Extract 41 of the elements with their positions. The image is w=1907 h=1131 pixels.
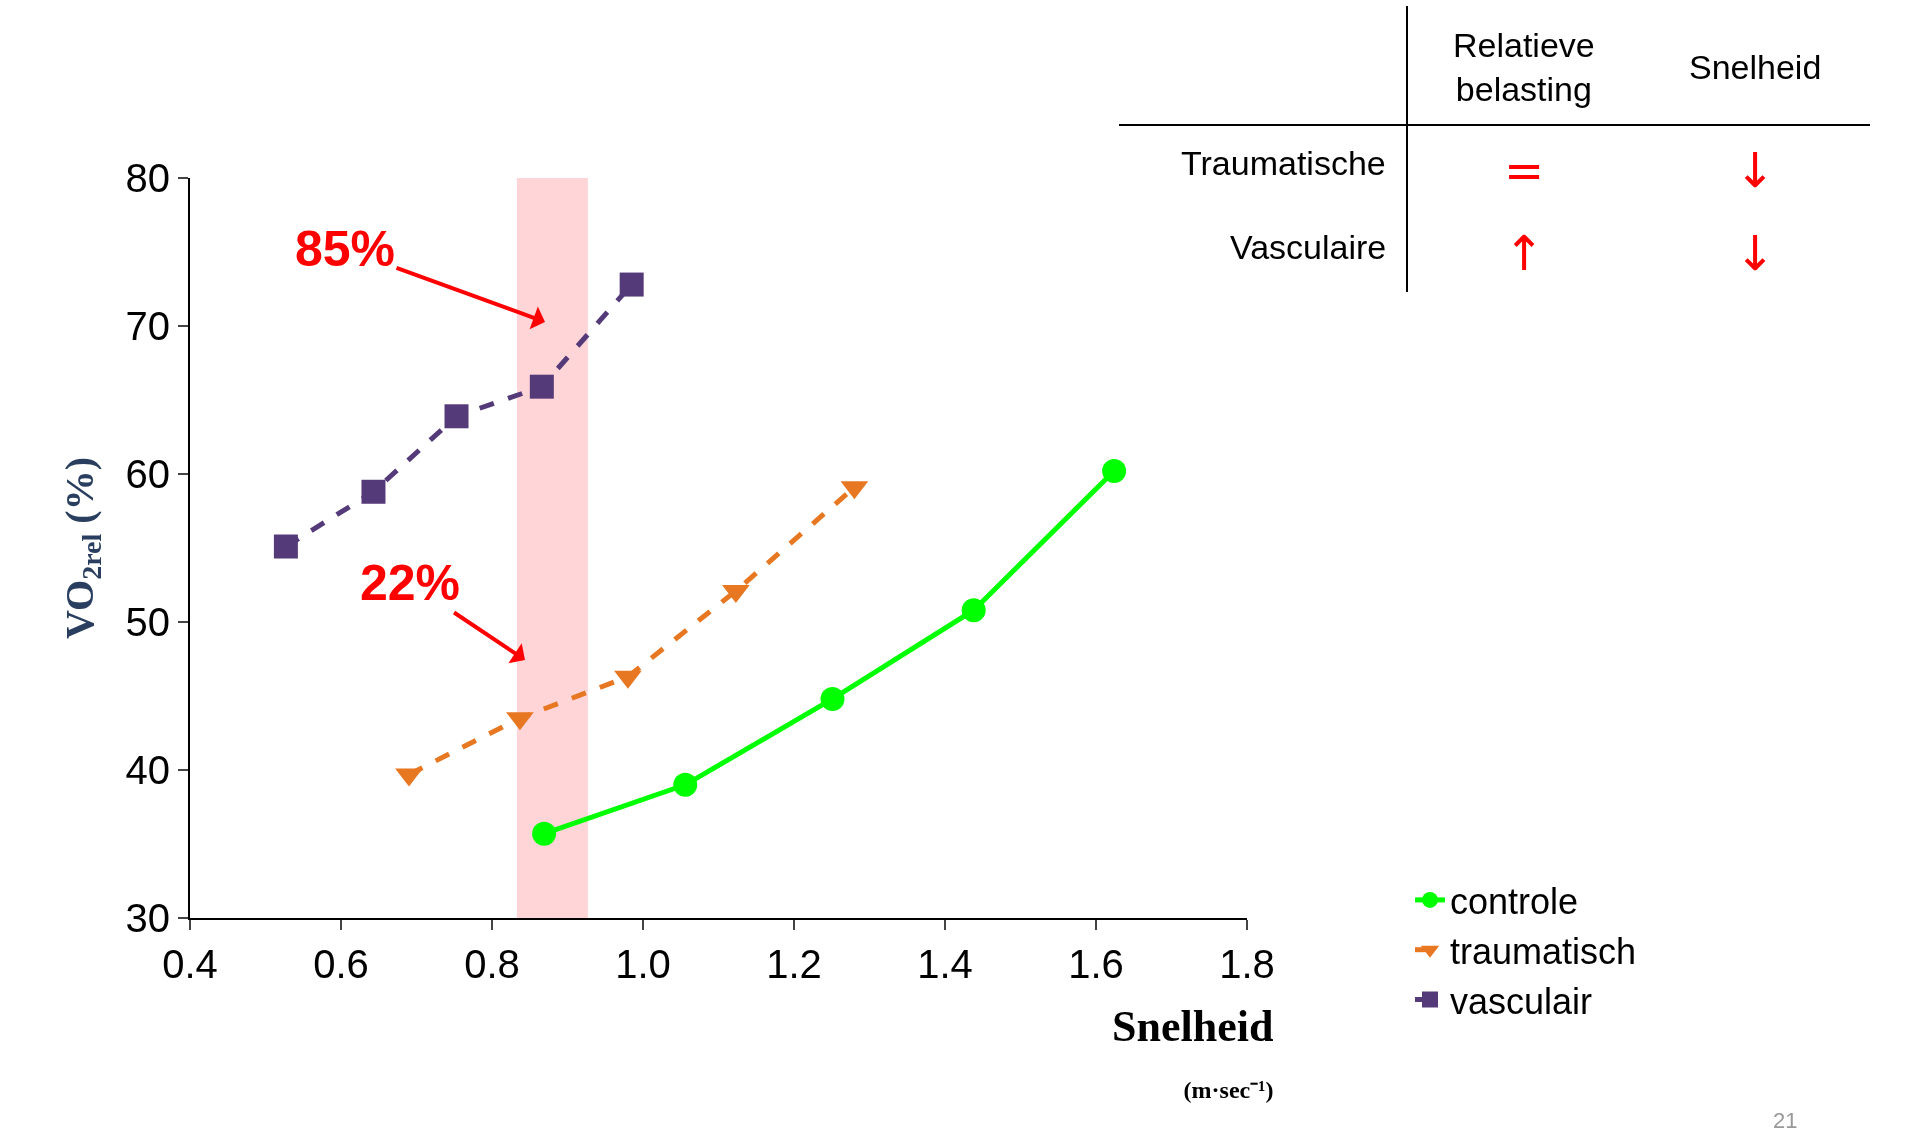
- point: [820, 686, 845, 711]
- annotation: 85%: [295, 221, 396, 277]
- arrow-note: 22%: [360, 555, 527, 664]
- x-tick-label: 1.4: [917, 942, 973, 986]
- x-tick-label: 1.2: [766, 942, 822, 986]
- text: ↑: [1504, 225, 1545, 281]
- x-tick-label: 0.4: [162, 942, 218, 986]
- y-tick-label: 30: [125, 896, 170, 940]
- text: Relatieve belasting: [1453, 26, 1595, 109]
- point: [961, 598, 986, 623]
- text: 21: [1773, 1108, 1798, 1131]
- legend-label: traumatisch: [1450, 930, 1637, 972]
- annotation: Vasculaire: [1230, 228, 1387, 266]
- legend-label: vasculair: [1450, 980, 1593, 1022]
- text: Snelheid: [1689, 48, 1822, 86]
- arrow-note: 85%: [295, 221, 546, 330]
- point: [529, 374, 554, 399]
- y-tick-label: 50: [125, 600, 170, 644]
- y-tick-label: 80: [125, 156, 170, 200]
- point: [619, 272, 644, 297]
- text: ↓: [1735, 225, 1776, 281]
- annotation: 22%: [360, 555, 461, 611]
- text: =: [1504, 142, 1545, 198]
- point: [673, 772, 698, 797]
- point: [532, 821, 557, 846]
- x-tick-label: 1.8: [1219, 942, 1275, 986]
- y-tick-label: 70: [125, 304, 170, 348]
- x-tick-label: 1.0: [615, 942, 671, 986]
- point: [273, 534, 298, 559]
- x-axis-title: Snelheid (m·sec⁻¹): [1112, 1002, 1274, 1104]
- y-tick-label: 60: [125, 452, 170, 496]
- x-tick-label: 0.8: [464, 942, 520, 986]
- annotation: Traumatische: [1181, 144, 1386, 182]
- point: [1102, 459, 1127, 484]
- point: [361, 479, 386, 504]
- legend-label: controle: [1450, 880, 1579, 922]
- text: ↓: [1735, 142, 1776, 198]
- point: [444, 404, 469, 429]
- x-tick-label: 0.6: [313, 942, 369, 986]
- x-tick-label: 1.6: [1068, 942, 1124, 986]
- y-tick-label: 40: [125, 748, 170, 792]
